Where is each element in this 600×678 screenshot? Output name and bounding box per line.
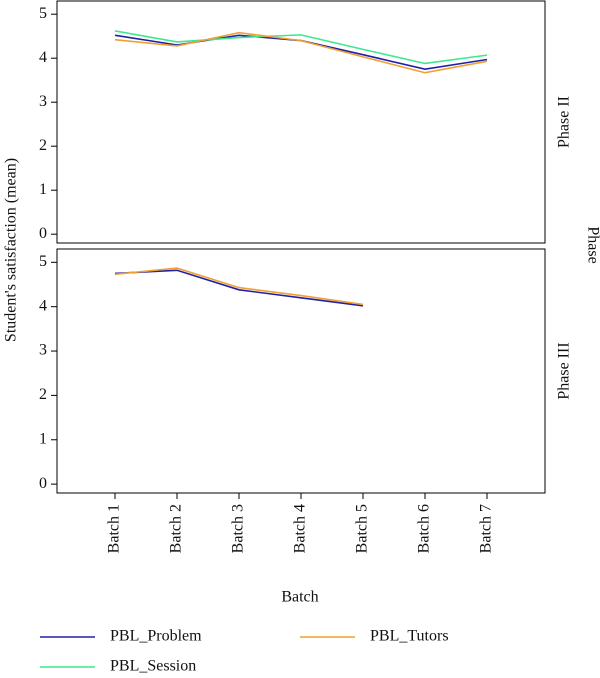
series-line — [114, 31, 488, 74]
x-tick-label: Batch 2 — [168, 504, 185, 553]
legend-label: PBL_Session — [110, 658, 196, 675]
series-line — [114, 269, 364, 307]
facet-label: Phase II — [556, 96, 573, 148]
facet-title: Phase — [584, 226, 600, 263]
series-line — [114, 30, 488, 65]
y-tick-label: 5 — [39, 253, 47, 270]
x-axis-label: Batch — [281, 589, 318, 606]
x-tick-label: Batch 4 — [292, 504, 309, 553]
legend-label: PBL_Tutors — [370, 628, 449, 645]
legend-label: PBL_Problem — [110, 628, 202, 645]
panel-frame — [56, 248, 546, 494]
x-tick-label: Batch 1 — [106, 504, 123, 553]
y-tick-label: 0 — [39, 225, 47, 242]
y-tick-label: 4 — [39, 49, 47, 66]
y-tick-label: 2 — [39, 137, 47, 154]
y-tick-label: 4 — [39, 297, 47, 314]
y-tick-label: 3 — [39, 342, 47, 359]
x-tick-label: Batch 3 — [230, 504, 247, 553]
y-tick-label: 2 — [39, 386, 47, 403]
y-tick-label: 1 — [39, 430, 47, 447]
y-tick-label: 1 — [39, 181, 47, 198]
y-tick-label: 5 — [39, 5, 47, 22]
y-tick-label: 0 — [39, 475, 47, 492]
facet-label: Phase III — [556, 342, 573, 399]
x-tick-label: Batch 6 — [416, 504, 433, 553]
series-line — [114, 267, 364, 306]
x-tick-label: Batch 7 — [478, 504, 495, 553]
x-tick-label: Batch 5 — [354, 504, 371, 553]
y-axis-label: Student's satisfaction (mean) — [3, 158, 20, 342]
panel-frame — [56, 0, 546, 244]
y-tick-label: 3 — [39, 93, 47, 110]
